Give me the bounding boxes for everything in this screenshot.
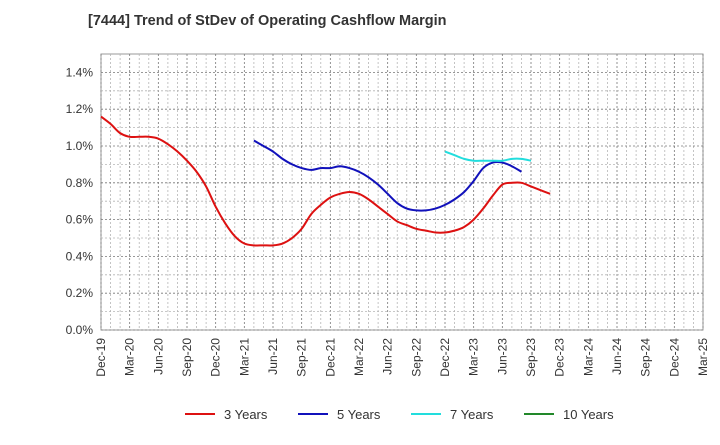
x-tick-label: Sep-22 (409, 338, 423, 377)
x-tick-label: Jun-21 (266, 338, 280, 375)
x-tick-label: Mar-20 (123, 338, 137, 376)
y-tick-label: 1.2% (66, 102, 94, 116)
x-tick-label: Mar-22 (352, 338, 366, 376)
y-tick-label: 0.4% (66, 249, 94, 263)
x-tick-label: Mar-25 (696, 338, 710, 376)
x-tick-label: Dec-20 (209, 338, 223, 377)
series-line-3-years (100, 115, 551, 247)
series-lines (100, 115, 551, 247)
x-tick-label: Sep-21 (295, 338, 309, 377)
x-tick-label: Sep-20 (180, 338, 194, 377)
y-tick-label: 0.2% (66, 286, 94, 300)
x-tick-label: Sep-24 (639, 338, 653, 377)
y-tick-label: 0.6% (66, 213, 94, 227)
y-tick-label: 0.0% (66, 323, 94, 337)
chart-title: [7444] Trend of StDev of Operating Cashf… (88, 13, 447, 29)
x-tick-label: Dec-19 (94, 338, 108, 377)
x-tick-label: Dec-23 (553, 338, 567, 377)
x-tick-label: Jun-20 (151, 338, 165, 375)
x-tick-label: Dec-21 (323, 338, 337, 377)
x-tick-label: Mar-23 (467, 338, 481, 376)
x-tick-label: Mar-21 (237, 338, 251, 376)
series-line-7-years (444, 150, 532, 162)
x-tick-label: Dec-22 (438, 338, 452, 377)
y-tick-label: 1.0% (66, 139, 94, 153)
series-line-5-years (253, 139, 522, 212)
grid-lines (100, 53, 704, 331)
legend-label-5-years: 5 Years (337, 407, 381, 422)
axes: 0.0% 0.2% 0.4% 0.6% 0.8% 1.0% 1.2% 1.4% Dec-19 Ma… (66, 65, 710, 376)
x-tick-label: Dec-24 (667, 338, 681, 377)
x-tick-label: Mar-24 (581, 338, 595, 376)
legend-label-10-years: 10 Years (563, 407, 614, 422)
x-tick-label: Jun-23 (495, 338, 509, 375)
legend-label-3-years: 3 Years (224, 407, 268, 422)
legend: 3 Years 5 Years 7 Years 10 Years (185, 407, 614, 422)
x-tick-label: Jun-24 (610, 338, 624, 375)
legend-label-7-years: 7 Years (450, 407, 494, 422)
y-tick-label: 0.8% (66, 176, 94, 190)
plot-area (100, 53, 704, 331)
y-tick-label: 1.4% (66, 65, 94, 79)
x-tick-label: Jun-22 (381, 338, 395, 375)
x-tick-label: Sep-23 (524, 338, 538, 377)
